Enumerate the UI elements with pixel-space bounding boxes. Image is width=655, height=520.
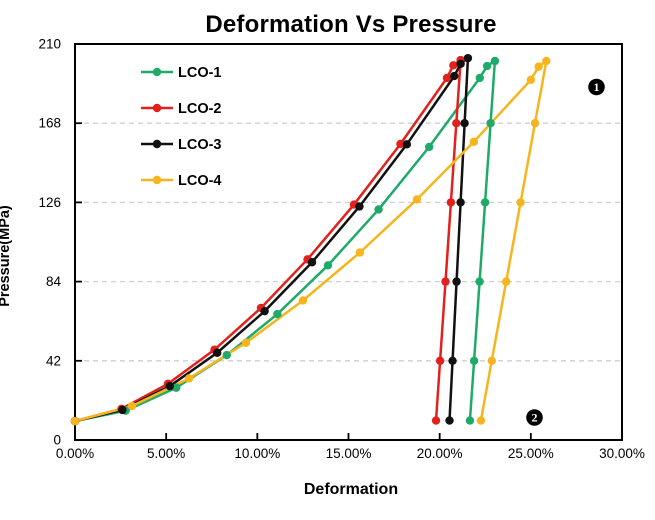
svg-text:LCO-2: LCO-2 <box>178 101 222 117</box>
svg-text:LCO-3: LCO-3 <box>178 137 222 153</box>
svg-text:15.00%: 15.00% <box>326 446 372 461</box>
svg-text:126: 126 <box>38 195 61 210</box>
svg-text:20.00%: 20.00% <box>417 446 463 461</box>
svg-text:5.00%: 5.00% <box>147 446 185 461</box>
svg-text:30.00%: 30.00% <box>599 446 645 461</box>
svg-text:0.00%: 0.00% <box>56 446 94 461</box>
svg-text:10.00%: 10.00% <box>234 446 280 461</box>
svg-text:2: 2 <box>532 411 538 425</box>
svg-text:LCO-4: LCO-4 <box>178 173 222 189</box>
svg-text:1: 1 <box>594 80 600 94</box>
svg-text:LCO-1: LCO-1 <box>178 65 222 81</box>
svg-text:84: 84 <box>46 274 62 289</box>
svg-text:42: 42 <box>46 353 61 368</box>
svg-text:168: 168 <box>38 116 61 131</box>
svg-text:25.00%: 25.00% <box>508 446 554 461</box>
svg-text:0: 0 <box>53 433 61 448</box>
